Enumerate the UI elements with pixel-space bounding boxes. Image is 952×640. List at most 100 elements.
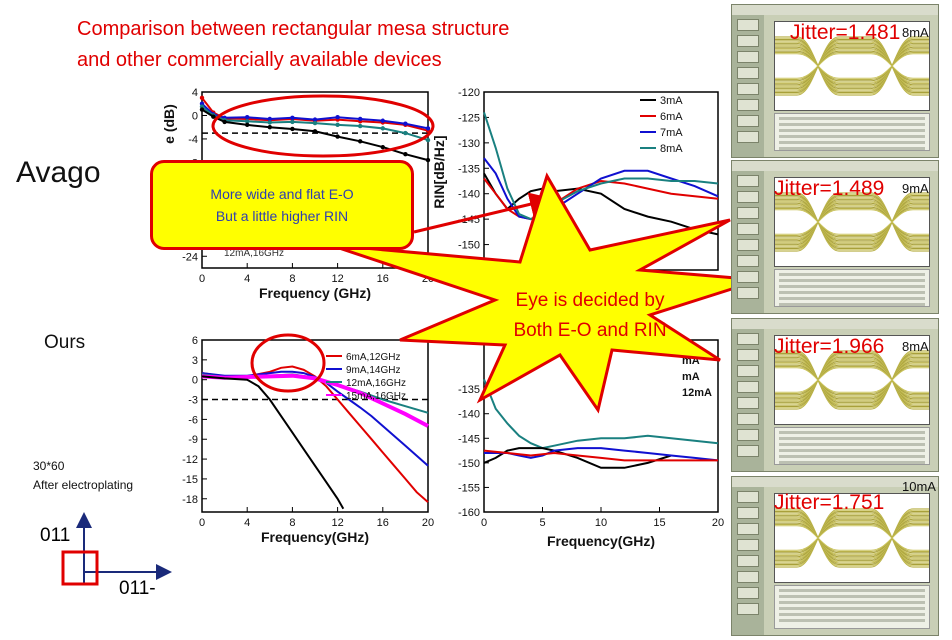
- scope-table-row: [779, 595, 925, 598]
- data-point: [358, 116, 363, 122]
- scope-side-panel: [732, 15, 764, 157]
- slide-title: Comparison between rectangular mesa stru…: [77, 14, 509, 76]
- data-point: [335, 134, 340, 139]
- row-label-avago: Avago: [16, 156, 101, 189]
- y-tick-label: -135: [458, 163, 480, 175]
- title-line-1: Comparison between rectangular mesa stru…: [77, 18, 510, 40]
- scope-side-button: [737, 413, 759, 425]
- legend-label: 3mA: [660, 95, 683, 107]
- scope-table-row: [779, 297, 925, 300]
- legend-label: 6mA: [660, 111, 683, 123]
- data-point: [199, 95, 205, 101]
- series-line: [483, 378, 719, 450]
- burst-callout-text: Eye is decided by Both E-O and RIN: [470, 286, 710, 346]
- y-tick-label: -9: [188, 434, 198, 446]
- legend-label: 15mA,16GHz: [346, 391, 406, 402]
- callout-eo-rin: More wide and flat E-O But a little high…: [150, 160, 414, 250]
- scope-side-button: [737, 19, 759, 31]
- scope-table-row: [779, 135, 925, 138]
- scope-side-button: [737, 349, 759, 361]
- scope-table-row: [779, 619, 925, 622]
- scope-menu-bar: [732, 477, 938, 487]
- series-line: [483, 172, 719, 236]
- data-point: [267, 120, 272, 125]
- scope-side-button: [737, 445, 759, 457]
- scope-side-button: [737, 35, 759, 47]
- scope-table-row: [779, 431, 925, 434]
- scope-side-button: [737, 207, 759, 219]
- scope-table-row: [779, 443, 925, 446]
- x-axis-label: Frequency(GHz): [261, 529, 369, 545]
- scope-side-button: [737, 255, 759, 267]
- scope-table-row: [779, 123, 925, 126]
- data-point: [245, 115, 250, 120]
- data-point: [211, 114, 216, 119]
- data-point: [267, 116, 272, 122]
- x-tick-label: 16: [377, 517, 389, 529]
- y-tick-label: -135: [458, 384, 480, 396]
- scope-side-button: [737, 603, 759, 615]
- scope-side-button: [737, 223, 759, 235]
- title-line-2: and other commercially available devices: [77, 49, 442, 71]
- scope-side-button: [737, 67, 759, 79]
- scope-measure-table: [774, 269, 930, 307]
- callout-line-2: But a little higher RIN: [215, 208, 349, 224]
- series-line: [201, 370, 429, 467]
- scope-side-button: [737, 287, 759, 299]
- scope-table-row: [779, 613, 925, 616]
- y-tick-label: -18: [182, 494, 198, 506]
- scope-side-button: [737, 523, 759, 535]
- scope-side-button: [737, 51, 759, 63]
- y-tick-label: -140: [458, 189, 480, 201]
- scope-side-panel: [732, 329, 764, 471]
- crystal-label-vertical: 011: [40, 525, 71, 546]
- scope-side-panel: [732, 487, 764, 635]
- eye-diagram-icon: [775, 508, 929, 568]
- scope-side-button: [737, 555, 759, 567]
- crystal-label-horizontal: 011-: [119, 578, 156, 599]
- eye-diagram-icon: [775, 192, 929, 252]
- scope-menu-bar: [732, 161, 938, 171]
- y-tick-label: -155: [458, 482, 480, 494]
- y-tick-label: -12: [182, 454, 198, 466]
- x-tick-label: 0: [199, 517, 205, 529]
- data-point: [312, 120, 318, 126]
- burst-shape: [329, 172, 761, 414]
- y-tick-label: -24: [182, 251, 198, 263]
- eye-diagram-screen: [774, 177, 930, 267]
- x-tick-label: 0: [481, 517, 487, 529]
- scope-table-row: [779, 279, 925, 282]
- data-point: [425, 137, 431, 143]
- device-process-note: After electroplating: [33, 478, 134, 492]
- series-line: [201, 375, 345, 510]
- series-line: [483, 111, 719, 221]
- x-tick-label: 12: [331, 517, 343, 529]
- data-point: [425, 157, 431, 163]
- data-point: [312, 129, 318, 134]
- eye-diagram-icon: [775, 350, 929, 410]
- row-label-ours: Ours: [44, 332, 86, 353]
- highlight-ellipse-ours: [250, 333, 326, 393]
- x-tick-label: 15: [653, 517, 665, 529]
- y-tick-label: -130: [458, 138, 480, 150]
- scope-side-button: [737, 507, 759, 519]
- chart-ours-eo: 630-3-6-9-12-15-180 4 8 12 16 20Frequency(GHz…: [182, 335, 434, 545]
- x-axis-label: Frequency (GHz): [259, 285, 371, 301]
- data-point: [290, 119, 295, 125]
- scope-table-row: [779, 291, 925, 294]
- x-tick-label: 12: [331, 273, 343, 285]
- y-tick-label: 0: [192, 110, 198, 122]
- series-line: [483, 447, 672, 469]
- data-point: [403, 121, 408, 126]
- data-point: [358, 139, 363, 144]
- scope-side-button: [737, 365, 759, 377]
- x-tick-label: 20: [712, 517, 724, 529]
- y-tick-label: -3: [188, 395, 198, 407]
- scope-measure-table: [774, 113, 930, 151]
- eye-diagram-screen: [774, 493, 930, 583]
- legend-label: 12mA,16GHz: [346, 378, 406, 389]
- oscilloscope-panel: Jitter=1.481 8mA: [731, 4, 939, 158]
- y-axis-label: e (dB): [161, 104, 177, 144]
- jitter-value: Jitter=1.481: [790, 21, 901, 44]
